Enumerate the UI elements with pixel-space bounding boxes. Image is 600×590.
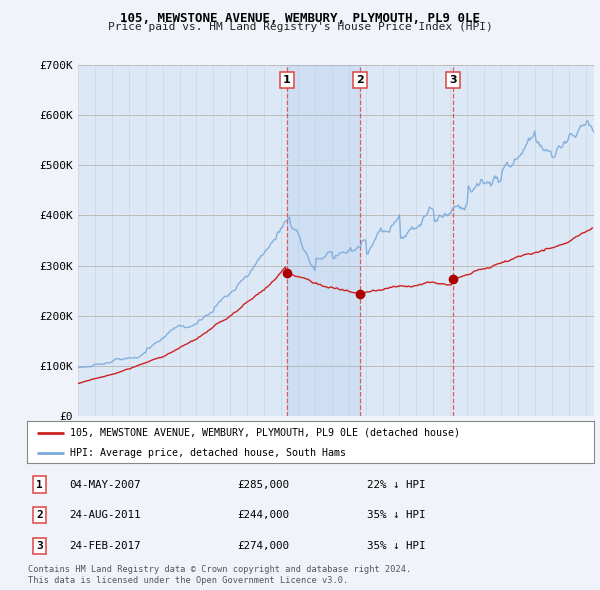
- Text: 24-AUG-2011: 24-AUG-2011: [70, 510, 141, 520]
- Text: 3: 3: [449, 75, 457, 85]
- Text: 1: 1: [36, 480, 43, 490]
- Text: 2: 2: [36, 510, 43, 520]
- Text: 3: 3: [36, 541, 43, 551]
- Text: 1: 1: [283, 75, 290, 85]
- Text: 24-FEB-2017: 24-FEB-2017: [70, 541, 141, 551]
- Text: 35% ↓ HPI: 35% ↓ HPI: [367, 541, 426, 551]
- Text: £285,000: £285,000: [237, 480, 289, 490]
- Text: HPI: Average price, detached house, South Hams: HPI: Average price, detached house, Sout…: [70, 448, 346, 457]
- Text: 22% ↓ HPI: 22% ↓ HPI: [367, 480, 426, 490]
- Text: 35% ↓ HPI: 35% ↓ HPI: [367, 510, 426, 520]
- Text: 2: 2: [356, 75, 364, 85]
- Bar: [287, 65, 359, 416]
- Text: 105, MEWSTONE AVENUE, WEMBURY, PLYMOUTH, PL9 0LE: 105, MEWSTONE AVENUE, WEMBURY, PLYMOUTH,…: [120, 12, 480, 25]
- Text: 105, MEWSTONE AVENUE, WEMBURY, PLYMOUTH, PL9 0LE (detached house): 105, MEWSTONE AVENUE, WEMBURY, PLYMOUTH,…: [70, 428, 460, 438]
- Text: £274,000: £274,000: [237, 541, 289, 551]
- Text: Contains HM Land Registry data © Crown copyright and database right 2024.
This d: Contains HM Land Registry data © Crown c…: [28, 565, 412, 585]
- Text: 04-MAY-2007: 04-MAY-2007: [70, 480, 141, 490]
- Text: Price paid vs. HM Land Registry's House Price Index (HPI): Price paid vs. HM Land Registry's House …: [107, 22, 493, 32]
- Text: £244,000: £244,000: [237, 510, 289, 520]
